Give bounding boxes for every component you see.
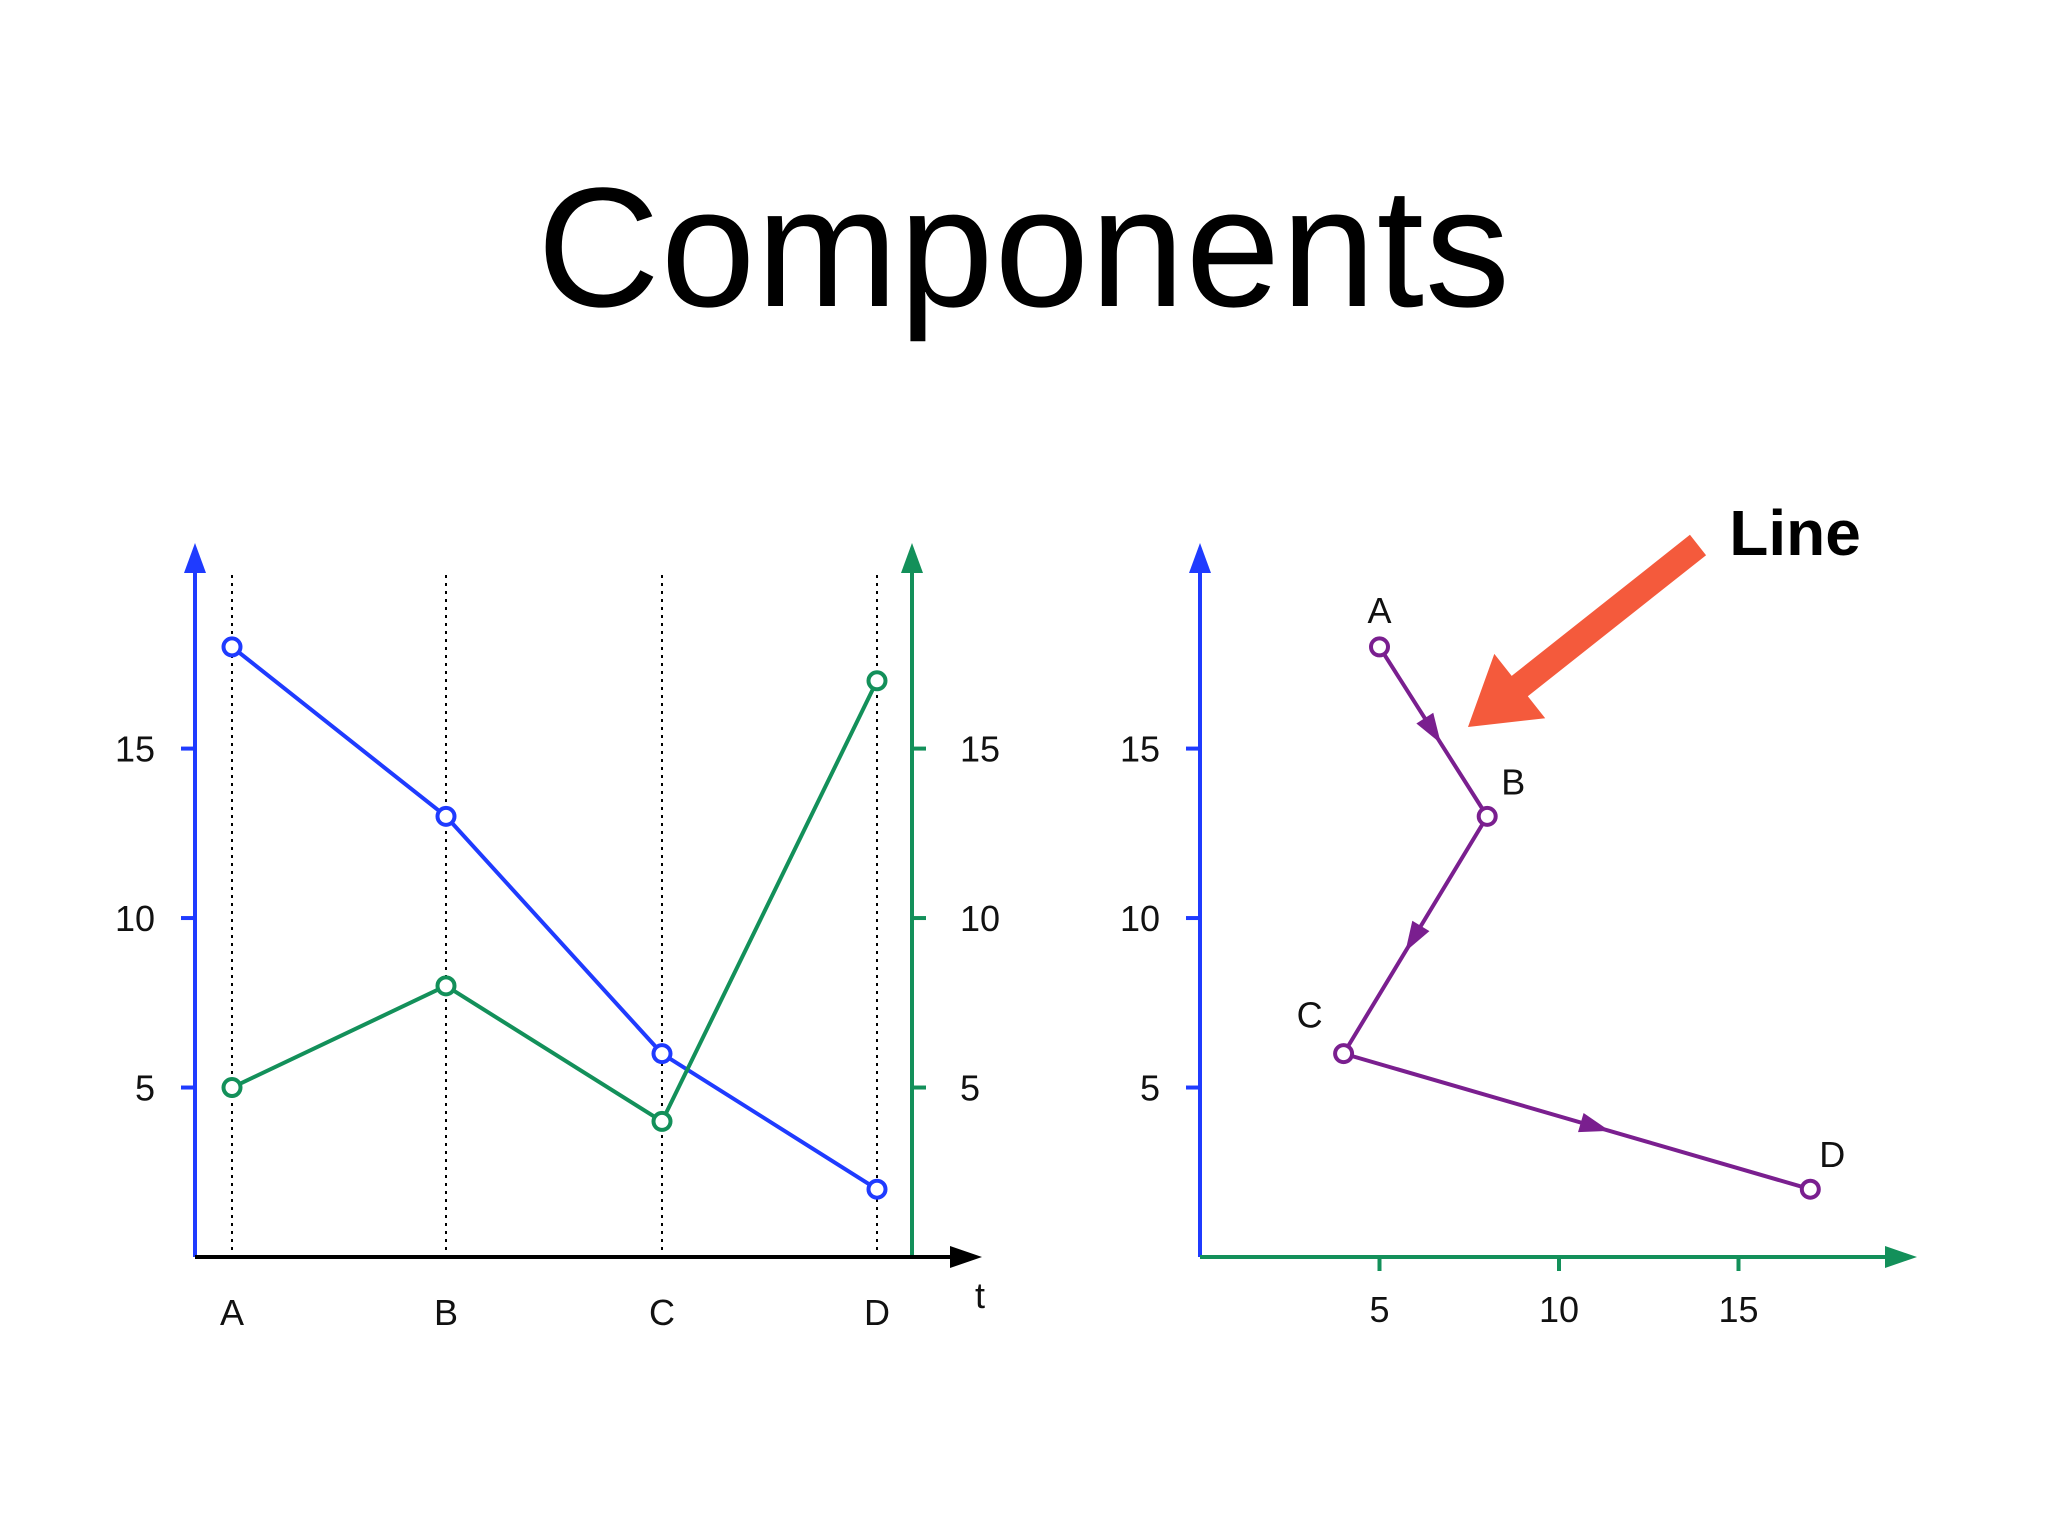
right-tick-label: 10	[960, 898, 1000, 939]
right-tick-label: 15	[960, 729, 1000, 770]
x-tick-label: 15	[1718, 1289, 1758, 1330]
data-point	[1333, 1043, 1355, 1065]
left-tick-label: 5	[135, 1068, 155, 1109]
callout-arrow	[1468, 534, 1707, 727]
path-line	[1341, 645, 1811, 1192]
line-label: Line	[1729, 497, 1861, 569]
data-point	[1799, 1178, 1821, 1200]
y-axis-arrowhead	[1189, 543, 1211, 573]
category-label: D	[864, 1292, 890, 1333]
direction-arrowhead	[1578, 1112, 1610, 1133]
x-tick-label: 5	[1369, 1289, 1389, 1330]
y-tick-label: 15	[1120, 729, 1160, 770]
left-tick-label: 15	[115, 729, 155, 770]
category-label: C	[649, 1292, 675, 1333]
data-point	[221, 636, 243, 658]
data-point	[435, 805, 457, 827]
point-label: D	[1819, 1134, 1845, 1175]
data-point	[435, 975, 457, 997]
direction-arrowhead	[1416, 712, 1441, 744]
point-label: C	[1297, 995, 1323, 1036]
point-label: B	[1501, 761, 1525, 802]
data-point	[1476, 805, 1498, 827]
data-point	[1369, 636, 1390, 658]
x-axis-arrowhead	[1885, 1246, 1917, 1268]
category-label: A	[220, 1292, 244, 1333]
x-tick-label: 10	[1539, 1289, 1579, 1330]
page-title: Components	[537, 153, 1511, 343]
left-tick-label: 10	[115, 898, 155, 939]
x-axis-label: t	[975, 1275, 985, 1316]
data-point	[651, 1110, 673, 1132]
series-line	[231, 679, 879, 1124]
data-point	[866, 1178, 888, 1200]
series-line	[230, 645, 879, 1191]
y-tick-label: 5	[1140, 1068, 1160, 1109]
right-tick-label: 5	[960, 1068, 980, 1109]
right-y-axis-arrowhead	[901, 543, 923, 573]
line-annotation: Line	[1468, 497, 1861, 727]
direction-arrowhead	[1405, 920, 1430, 952]
left-y-axis-arrowhead	[184, 543, 206, 573]
x-axis-arrowhead	[950, 1246, 982, 1268]
data-point	[866, 670, 888, 692]
right-chart: 5 10 15 5 10 15 A B C D	[1120, 543, 1917, 1330]
data-point	[221, 1077, 243, 1099]
y-tick-label: 10	[1120, 898, 1160, 939]
point-label: A	[1367, 590, 1391, 631]
category-label: B	[434, 1292, 458, 1333]
data-point	[651, 1043, 673, 1065]
